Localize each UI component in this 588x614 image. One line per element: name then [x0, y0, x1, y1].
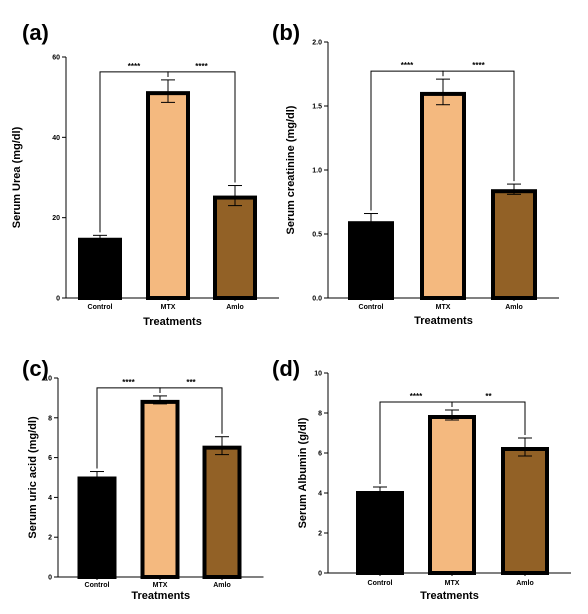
bar-amlo [202, 445, 242, 579]
chart-panel: (d) 0 2 4 6 8 10 Serum Albumin (g/dl) Treatments… [272, 356, 571, 602]
y-tick-label: 6 [48, 455, 52, 462]
x-tick-label: MTX [161, 304, 176, 311]
y-tick-label: 0 [56, 296, 60, 303]
x-tick-label: Amlo [213, 582, 231, 589]
y-tick-label: 10 [44, 376, 52, 383]
bar-mtx [420, 91, 466, 300]
y-axis-label: Serum creatinine (mg/dl) [285, 105, 297, 234]
bar-amlo [213, 195, 257, 300]
bar-control [356, 491, 404, 575]
panel-letter: (a) [22, 20, 49, 45]
bar-amlo [501, 447, 549, 575]
panel-letter: (b) [272, 20, 300, 45]
chart-panel: (c) 0 2 4 6 8 10 Serum uric acid (mg/dl) Treatme… [22, 356, 264, 602]
panel-letter: (c) [22, 356, 49, 381]
y-tick-label: 1.5 [312, 104, 322, 111]
x-axis-label: Treatments [414, 315, 473, 327]
significance-label: ** [485, 392, 492, 401]
y-tick-label: 0.0 [312, 296, 322, 303]
x-tick-label: Amlo [516, 580, 534, 587]
significance-label: **** [128, 62, 141, 71]
x-tick-label: Control [359, 304, 384, 311]
significance-bracket [167, 71, 236, 183]
y-tick-label: 1.0 [312, 168, 322, 175]
x-axis-label: Treatments [420, 590, 479, 602]
bar-control [348, 221, 394, 300]
chart-panel: (a) 0 20 40 60 Serum Urea (mg/dl) Treatments Co… [11, 20, 279, 328]
x-tick-label: MTX [445, 580, 460, 587]
x-tick-label: Control [88, 304, 113, 311]
significance-label: **** [122, 378, 135, 387]
y-tick-label: 40 [52, 135, 60, 142]
significance-bracket [159, 387, 223, 434]
significance-label: **** [410, 392, 423, 401]
bar-mtx [428, 415, 476, 575]
bar-amlo [491, 189, 537, 300]
y-axis-label: Serum Albumin (g/dl) [297, 417, 309, 528]
y-tick-label: 20 [52, 215, 60, 222]
x-tick-label: Amlo [505, 304, 523, 311]
y-tick-label: 0 [48, 575, 52, 582]
x-tick-label: MTX [436, 304, 451, 311]
x-tick-label: Control [368, 580, 393, 587]
significance-bracket [451, 401, 526, 435]
y-tick-label: 2.0 [312, 40, 322, 47]
chart-panel: (b) 0.0 0.5 1.0 1.5 2.0 Serum creatinine (mg/d… [272, 20, 559, 327]
bar-mtx [146, 91, 190, 301]
panel-letter: (d) [272, 356, 300, 381]
y-axis-label: Serum uric acid (mg/dl) [27, 416, 39, 539]
x-tick-label: Amlo [226, 304, 244, 311]
significance-label: **** [195, 62, 208, 71]
y-tick-label: 4 [48, 495, 52, 502]
y-tick-label: 2 [48, 535, 52, 542]
x-axis-label: Treatments [143, 316, 202, 328]
bar-mtx [140, 399, 180, 580]
y-tick-label: 4 [318, 491, 322, 498]
x-axis-label: Treatments [131, 590, 190, 602]
bar-control [78, 237, 122, 300]
y-tick-label: 8 [318, 411, 322, 418]
y-tick-label: 0 [318, 571, 322, 578]
y-tick-label: 2 [318, 531, 322, 538]
significance-label: **** [472, 61, 485, 70]
y-tick-label: 6 [318, 451, 322, 458]
y-tick-label: 10 [314, 371, 322, 378]
x-tick-label: Control [85, 582, 110, 589]
significance-label: **** [401, 61, 414, 70]
x-tick-label: MTX [153, 582, 168, 589]
significance-label: *** [186, 378, 196, 387]
y-tick-label: 8 [48, 415, 52, 422]
y-axis-label: Serum Urea (mg/dl) [11, 126, 23, 228]
y-tick-label: 60 [52, 55, 60, 62]
bar-control [77, 476, 117, 580]
y-tick-label: 0.5 [312, 232, 322, 239]
significance-bracket [442, 70, 515, 182]
